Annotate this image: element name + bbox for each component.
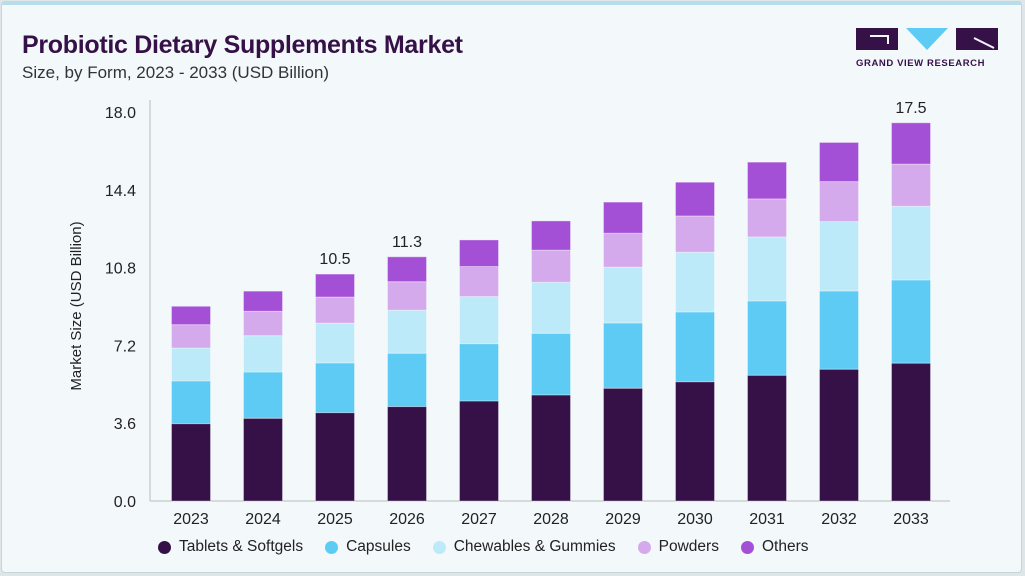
bar-segment-tablets-softgels-2033 (891, 362, 931, 502)
legend-marker-icon (325, 540, 339, 554)
bar-segment-tablets-softgels-2031 (747, 374, 787, 502)
bar-segment-capsules-2028 (531, 332, 571, 396)
y-tick-label: 10.8 (105, 261, 136, 278)
x-tick-label: 2030 (677, 511, 713, 528)
bar-segment-tablets-softgels-2023 (171, 423, 211, 502)
legend-item: Tablets & Softgels (158, 538, 303, 556)
x-tick-label: 2026 (389, 511, 425, 528)
bar-segment-chewables-gummies-2033 (891, 205, 931, 281)
bar-segment-capsules-2024 (243, 371, 283, 419)
bar-segment-tablets-softgels-2027 (459, 400, 499, 502)
legend-item: Capsules (325, 538, 411, 556)
bar-segment-capsules-2031 (747, 300, 787, 376)
bar-segment-capsules-2029 (603, 322, 643, 389)
bar-segment-tablets-softgels-2025 (315, 412, 355, 502)
bar-segment-capsules-2023 (171, 380, 211, 425)
legend-marker-icon (158, 540, 171, 554)
bar-segment-tablets-softgels-2029 (603, 387, 643, 502)
bar-segment-chewables-gummies-2026 (387, 309, 427, 354)
x-tick-label: 2029 (605, 511, 641, 528)
data-label: 17.5 (895, 100, 926, 117)
bar-segment-capsules-2026 (387, 352, 427, 408)
bar-segment-powders-2027 (459, 266, 499, 298)
legend-item: Others (740, 538, 809, 556)
bar-segment-chewables-gummies-2025 (315, 322, 355, 364)
bar-segment-others-2024 (243, 290, 283, 312)
bar-segment-powders-2026 (387, 281, 427, 311)
bar-segment-chewables-gummies-2028 (531, 281, 571, 334)
bar-segment-others-2027 (459, 239, 499, 268)
bar-segment-others-2029 (603, 201, 643, 234)
bar-segment-capsules-2033 (891, 279, 931, 364)
bar-segment-tablets-softgels-2026 (387, 406, 427, 502)
bar-segment-tablets-softgels-2028 (531, 394, 571, 502)
legend-label: Others (761, 538, 809, 555)
chart-title: Probiotic Dietary Supplements Market (22, 31, 463, 59)
bar-segment-powders-2033 (891, 163, 931, 207)
bar-segment-powders-2030 (675, 215, 715, 253)
bar-segment-chewables-gummies-2029 (603, 266, 643, 324)
chart-subtitle: Size, by Form, 2023 - 2033 (USD Billion) (22, 63, 330, 82)
x-tick-label: 2031 (749, 511, 785, 528)
x-tick-label: 2024 (245, 511, 281, 528)
bar-segment-powders-2024 (243, 310, 283, 337)
bar-segment-capsules-2025 (315, 362, 355, 414)
y-tick-label: 0.0 (114, 494, 136, 511)
bar-segment-powders-2031 (747, 198, 787, 238)
legend-label: Chewables & Gummies (453, 538, 616, 555)
bar-segment-others-2025 (315, 273, 355, 298)
bar-segment-others-2026 (387, 256, 427, 283)
bar-segment-others-2028 (531, 220, 571, 251)
legend-marker-icon (740, 540, 754, 554)
bar-segment-tablets-softgels-2030 (675, 381, 715, 502)
bar-segment-powders-2032 (819, 181, 859, 223)
legend-label: Tablets & Softgels (179, 538, 304, 555)
legend: Tablets & Softgels Capsules Chewables & Gu… (158, 538, 808, 556)
bar-segment-powders-2028 (531, 249, 571, 283)
bar-segment-powders-2023 (171, 324, 211, 349)
legend-marker-icon (637, 540, 651, 554)
bar-segment-others-2030 (675, 181, 715, 217)
data-label: 11.3 (392, 234, 422, 251)
x-tick-label: 2023 (173, 511, 209, 528)
bar-segment-others-2031 (747, 161, 787, 200)
x-tick-label: 2032 (821, 511, 857, 528)
y-tick-label: 3.6 (114, 416, 136, 433)
bar-segment-chewables-gummies-2030 (675, 251, 715, 313)
bar-segment-capsules-2030 (675, 311, 715, 383)
x-tick-label: 2027 (461, 511, 497, 528)
bar-segment-chewables-gummies-2024 (243, 335, 283, 373)
bar-segment-powders-2025 (315, 296, 355, 324)
x-tick-label: 2025 (317, 511, 353, 528)
legend-label: Powders (658, 538, 719, 555)
y-tick-label: 18.0 (105, 105, 136, 122)
data-label: 10.5 (319, 251, 350, 268)
y-tick-label: 14.4 (105, 183, 136, 200)
y-axis-label: Market Size (USD Billion) (68, 221, 85, 390)
bar-segment-chewables-gummies-2031 (747, 236, 787, 302)
bar-segment-chewables-gummies-2027 (459, 296, 499, 345)
bar-segment-powders-2029 (603, 232, 643, 268)
x-tick-label: 2033 (893, 511, 929, 528)
bar-segment-tablets-softgels-2032 (819, 368, 859, 502)
legend-item: Chewables & Gummies (432, 538, 616, 556)
x-tick-label: 2028 (533, 511, 569, 528)
bar-segment-capsules-2027 (459, 343, 499, 402)
bar-segment-chewables-gummies-2032 (819, 221, 859, 292)
legend-label: Capsules (346, 538, 411, 555)
bar-segment-others-2023 (171, 305, 211, 326)
bar-segment-capsules-2032 (819, 290, 859, 370)
grand-view-research-logo (856, 28, 998, 50)
logo-text: GRAND VIEW RESEARCH (856, 58, 986, 69)
legend-marker-icon (432, 540, 446, 554)
bar-segment-chewables-gummies-2023 (171, 347, 211, 382)
bar-segment-others-2033 (891, 122, 931, 165)
y-tick-label: 7.2 (114, 338, 136, 355)
bar-segment-others-2032 (819, 141, 859, 183)
legend-item: Powders (637, 538, 719, 556)
bar-segment-tablets-softgels-2024 (243, 417, 283, 502)
